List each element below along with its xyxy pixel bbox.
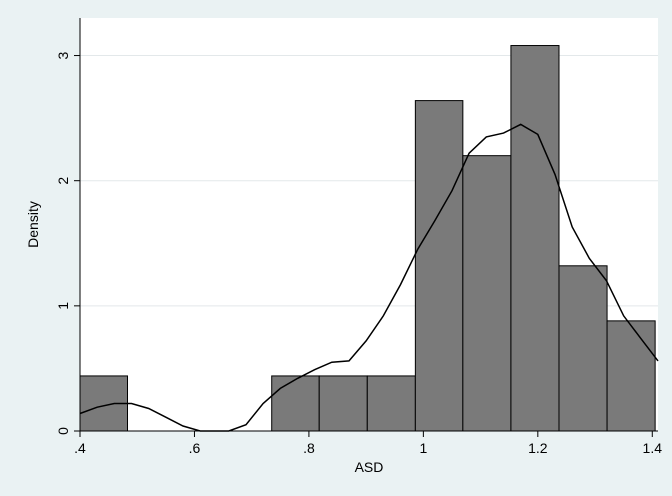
x-tick-label: 1.2 [528, 440, 548, 456]
x-tick-label: 1.4 [643, 440, 663, 456]
histogram-bar [271, 375, 320, 432]
x-axis-title: ASD [355, 459, 384, 475]
y-tick-label: 3 [55, 51, 71, 59]
histogram-bar [414, 100, 464, 432]
histogram-bar [606, 320, 656, 432]
histogram-bar [558, 265, 608, 432]
y-tick-label: 0 [55, 427, 71, 435]
y-axis-ticks: 0 1 2 3 [55, 51, 80, 435]
x-tick-label: .8 [303, 440, 315, 456]
histogram-bars [79, 45, 656, 432]
y-tick-label: 1 [55, 302, 71, 310]
histogram-bar [318, 375, 368, 432]
x-tick-label: .4 [74, 440, 86, 456]
y-axis-title: Density [25, 201, 41, 248]
y-tick-label: 2 [55, 177, 71, 185]
x-axis-ticks: .4 .6 .8 1 1.2 1.4 [74, 431, 662, 456]
density-curve [79, 123, 659, 432]
histogram-bar [510, 45, 560, 432]
axes [79, 18, 658, 432]
histogram-bar [462, 155, 512, 432]
histogram-bar [366, 375, 416, 432]
x-tick-label: 1 [419, 440, 427, 456]
x-tick-label: .6 [189, 440, 201, 456]
